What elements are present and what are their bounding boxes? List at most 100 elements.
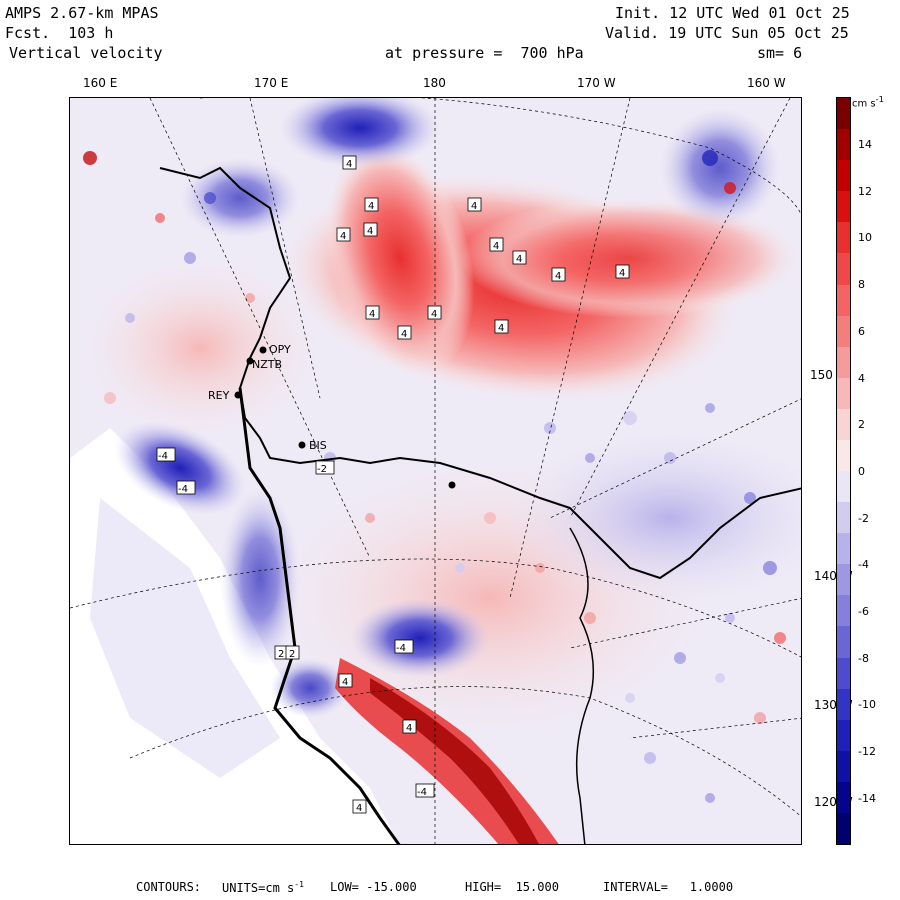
footer-interval: INTERVAL= 1.0000 (603, 880, 734, 894)
colorbar-segment (837, 98, 850, 130)
station-labels: OPY NZTB REY BIS (208, 343, 327, 452)
station-dot-bis (298, 441, 306, 449)
contour-label-text: 4 (356, 803, 362, 814)
colorbar-tick-label: 2 (858, 418, 865, 432)
colorbar-segment (837, 595, 850, 627)
contour-label-text: 4 (346, 159, 352, 170)
contour-label-box: 2 (285, 645, 300, 660)
contour-label-text: 4 (555, 271, 561, 282)
footer-units: UNITS=cm s-1 (222, 880, 304, 895)
lon-label-170e: 170 E (254, 76, 289, 90)
colorbar-tick-label: 4 (858, 371, 865, 385)
colorbar-segment (837, 812, 850, 845)
contour-label-box: 4 (363, 222, 378, 237)
downdraft-south (270, 658, 350, 718)
contour-label-text: -4 (158, 451, 168, 462)
map-plot[interactable]: 4 4 4 4 4 4 4 4 4 4 4 4 4 -4 -4 -2 -4 2 … (69, 97, 802, 845)
contour-label-text: -4 (396, 643, 406, 654)
contour-label-box: 4 (364, 197, 379, 212)
colorbar-segment (837, 626, 850, 658)
lon-label-170w: 170 W (577, 76, 616, 90)
station-dot-opy (259, 346, 267, 354)
colorbar-segment (837, 191, 850, 223)
contour-label-box: 4 (352, 799, 367, 814)
contour-label-box: 4 (338, 673, 353, 688)
footer-high: HIGH= 15.000 (465, 880, 559, 894)
contour-label-box: 4 (427, 305, 442, 320)
contour-label-text: 4 (471, 201, 477, 212)
contour-label-text: 4 (342, 677, 348, 688)
downdraft-coast (220, 488, 300, 668)
contour-label-box: -4 (176, 480, 196, 495)
contour-label-text: 2 (278, 649, 284, 660)
colorbar-tick-label: -14 (858, 791, 876, 805)
downdraft-central (350, 598, 490, 678)
colorbar-segment (837, 471, 850, 503)
contour-label-box: -4 (394, 639, 414, 654)
model-title: AMPS 2.67-km MPAS (5, 4, 159, 22)
colorbar-segment (837, 564, 850, 596)
colorbar-tick-label: -4 (858, 558, 869, 572)
station-markers (234, 346, 456, 489)
colorbar-segment (837, 346, 850, 379)
contour-label-text: 4 (431, 309, 437, 320)
contour-label-box: 4 (615, 264, 630, 279)
contour-label-text: 4 (367, 226, 373, 237)
colorbar-tick-label: -8 (858, 651, 869, 665)
contour-label-text: 4 (369, 309, 375, 320)
updraft-band-core (370, 678, 539, 844)
contour-label-text: 2 (289, 649, 295, 660)
contour-label-box: 4 (467, 197, 482, 212)
contour-label-box: 4 (342, 155, 357, 170)
contour-label-text: 4 (516, 254, 522, 265)
contour-label-box: 4 (551, 267, 566, 282)
contour-label-text: -4 (417, 787, 427, 798)
colorbar-unit: cm s-1 (852, 94, 884, 110)
colorbar-tick-label: 0 (858, 464, 865, 478)
downdraft-north (280, 98, 440, 168)
lon-label-180: 180 (423, 76, 446, 90)
lon-label-160w: 160 W (747, 76, 786, 90)
station-label-bis: BIS (309, 439, 327, 452)
contour-label-text: 4 (498, 323, 504, 334)
colorbar-tick-label: 8 (858, 278, 865, 292)
station-label-nztb: NZTB (252, 358, 282, 371)
contour-label-text: 4 (619, 268, 625, 279)
contour-label-box: 4 (402, 719, 417, 734)
contour-label-box: 4 (397, 325, 412, 340)
downdraft-northwest (180, 158, 300, 238)
colorbar (836, 97, 851, 845)
pale-blue-area (500, 428, 801, 608)
colorbar-tick-label: -10 (858, 698, 876, 712)
contour-label-box: 4 (365, 305, 380, 320)
colorbar-segment (837, 377, 850, 410)
contour-label-box: -2 (315, 460, 335, 475)
colorbar-tick-label: 10 (858, 231, 872, 245)
station-label-opy: OPY (269, 343, 291, 356)
pressure-level: at pressure = 700 hPa (385, 44, 584, 62)
colorbar-segment (837, 222, 850, 254)
colorbar-tick-label: -6 (858, 605, 869, 618)
colorbar-segment (837, 533, 850, 565)
colorbar-segment (837, 781, 850, 814)
colorbar-segment (837, 750, 850, 783)
colorbar-segment (837, 408, 850, 441)
contour-label-box: 4 (512, 250, 527, 265)
colorbar-segment (837, 657, 850, 690)
contour-label-box: 4 (494, 319, 509, 334)
vertical-velocity-map: 4 4 4 4 4 4 4 4 4 4 4 4 4 -4 -4 -2 -4 2 … (70, 98, 801, 844)
contour-label-box: -4 (415, 783, 435, 798)
contour-label-text: 4 (401, 329, 407, 340)
contour-label-text: -4 (178, 484, 188, 495)
contour-label-text: -2 (317, 464, 327, 475)
contour-label-box: 4 (489, 237, 504, 252)
colorbar-segment (837, 315, 850, 348)
colorbar-tick-label: -12 (858, 745, 876, 759)
pale-blue-region (90, 498, 280, 778)
footer-low: LOW= -15.000 (330, 880, 417, 894)
colorbar-tick-label: 14 (858, 138, 872, 151)
smoothing: sm= 6 (757, 44, 803, 62)
updraft-arm-east (460, 198, 800, 318)
init-time: Init. 12 UTC Wed 01 Oct 25 (615, 4, 850, 22)
contour-labels: 4 4 4 4 4 4 4 4 4 4 4 4 4 -4 -4 -2 -4 2 … (156, 155, 630, 814)
